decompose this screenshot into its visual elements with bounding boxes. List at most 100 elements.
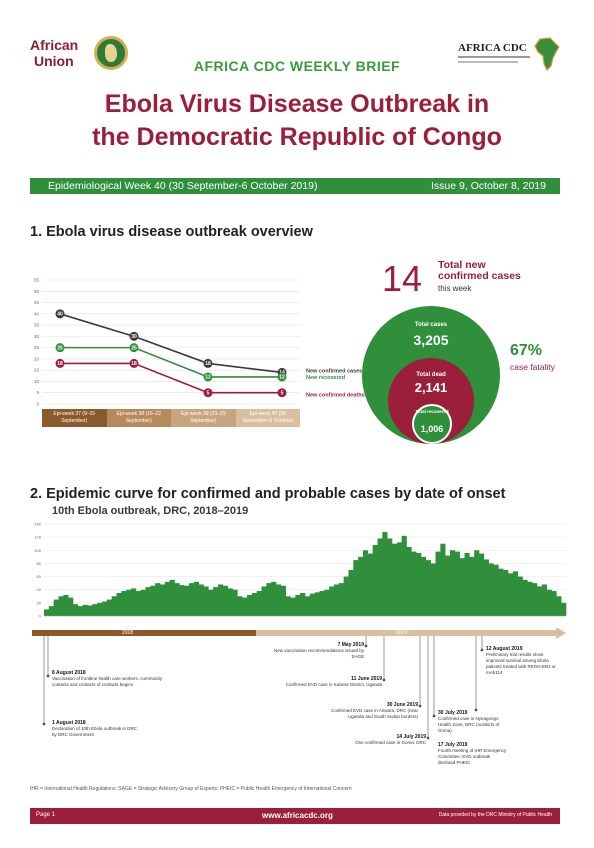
total-recovered-label: Total recovered — [415, 409, 449, 414]
week-label: Epi-week 37 (9–15 September) — [42, 409, 107, 427]
epi-bar — [537, 586, 543, 616]
data-point — [277, 372, 287, 382]
epi-bar — [208, 589, 214, 616]
epi-bar — [454, 551, 460, 616]
event-11-june-2019: 11 June 2019 Confirmed EVD case in Kasese… — [285, 676, 382, 687]
epi-bar — [111, 596, 117, 616]
epi-bar — [266, 583, 272, 616]
data-label: 18 — [131, 361, 137, 367]
event-14-july-2019: 14 July 2019 One confirmed case in Goma, … — [355, 734, 426, 745]
data-label: 30 — [131, 334, 137, 340]
page-title: Ebola Virus Disease Outbreak in the Demo… — [0, 88, 594, 154]
epi-bar — [218, 584, 224, 616]
y-tick-label: 0 — [36, 402, 39, 407]
epi-bar — [251, 593, 257, 616]
epi-bar — [421, 556, 427, 616]
epi-bar — [459, 558, 465, 616]
epi-bar — [503, 570, 509, 616]
epi-bar — [68, 597, 74, 616]
epi-bar — [256, 591, 262, 616]
epi-bar — [242, 597, 248, 616]
epi-bar — [227, 588, 233, 616]
epi-bar — [290, 597, 296, 616]
y-tick-label: 60 — [37, 574, 42, 579]
epi-bar — [367, 553, 373, 616]
epi-bar — [198, 584, 204, 616]
epi-bar — [401, 535, 407, 616]
epi-bar — [508, 573, 514, 616]
issue-banner: Epidemiological Week 40 (30 September-6 … — [30, 178, 560, 194]
epi-bar — [512, 571, 518, 616]
epi-bar — [276, 584, 282, 616]
data-point — [203, 372, 213, 382]
epi-bar — [396, 542, 402, 616]
data-point — [203, 388, 213, 398]
data-label: 25 — [131, 345, 137, 351]
epi-bar — [435, 551, 441, 616]
epi-bar — [382, 531, 388, 616]
event-1-aug-2018: 1 August 2018 Declaration of 10th Ebola o… — [52, 720, 138, 737]
epi-bar — [261, 586, 267, 616]
data-point — [55, 343, 65, 353]
event-12-aug-2019: 12 August 2019 Preliminary trial results … — [486, 646, 556, 675]
y-tick-label: 45 — [34, 300, 40, 305]
event-30-july-2019: 30 July 2019 Confirmed case in Nyiragongo… — [438, 710, 500, 733]
website-link[interactable]: www.africacdc.org — [262, 811, 333, 820]
epi-bar — [314, 592, 320, 616]
legend-entry: New recovered — [306, 375, 345, 381]
total-dead-label: Total dead — [416, 372, 446, 378]
epi-bar — [348, 570, 354, 616]
africa-cdc-logo: AFRICA CDC — [452, 36, 564, 82]
epi-bar — [131, 588, 137, 616]
epidemic-curve-svg: 0 20 40 60 80 100 120 140 — [34, 522, 567, 619]
series-line — [60, 346, 282, 378]
epi-bar — [164, 581, 170, 616]
series-line — [60, 362, 282, 394]
epi-bar — [517, 576, 523, 616]
epi-bar — [203, 586, 209, 616]
epi-bar — [488, 563, 494, 616]
y-tick-label: 20 — [34, 356, 40, 361]
epi-bar — [411, 551, 417, 616]
epi-bar — [150, 585, 156, 616]
new-confirmed-label: Total new confirmed cases — [438, 259, 521, 282]
weekly-trend-chart: 051015202530354045505540301814New confir… — [30, 262, 370, 432]
au-logo-text-2: Union — [34, 53, 74, 69]
epi-bar — [445, 555, 451, 616]
data-point — [277, 388, 287, 398]
data-point — [55, 309, 65, 319]
african-union-logo: African Union — [30, 36, 140, 78]
epi-bar — [295, 594, 301, 616]
y-tick-label: 55 — [34, 278, 40, 283]
epi-bar — [179, 585, 185, 616]
y-tick-label: 40 — [37, 587, 42, 592]
epi-bar — [474, 550, 480, 616]
y-tick-label: 20 — [37, 600, 42, 605]
epi-bar — [121, 591, 127, 616]
epi-bar — [358, 556, 364, 616]
epi-bar — [247, 594, 253, 616]
epi-bar — [406, 547, 412, 616]
epi-bar — [87, 605, 93, 616]
section-2-heading: 2. Epidemic curve for confirmed and prob… — [30, 486, 506, 502]
data-point — [129, 343, 139, 353]
epi-bar — [135, 591, 141, 616]
stats-panel: 14 Total new confirmed cases this week T… — [360, 256, 590, 466]
footer: Page 1 www.africacdc.org Data provided b… — [30, 808, 560, 824]
data-point — [129, 331, 139, 341]
legend-entry: New confirmed cases — [306, 368, 362, 374]
epi-bar — [464, 552, 470, 616]
title-line-1: Ebola Virus Disease Outbreak in — [104, 90, 490, 118]
epi-bar — [58, 596, 64, 616]
epi-bar — [82, 604, 88, 616]
epi-bar — [469, 556, 475, 616]
epi-bar — [532, 583, 538, 616]
epi-bar — [145, 587, 151, 616]
data-source: Data provided by the DRC Ministry of Pub… — [438, 812, 552, 818]
epi-bar — [97, 602, 103, 616]
epi-bar — [430, 563, 436, 616]
epi-bar — [556, 596, 562, 616]
event-30-june-2019: 30 June 2019 Confirmed EVD case in Ariwar… — [330, 702, 418, 719]
event-7-may-2019: 7 May 2019 New vaccination recommendation… — [273, 642, 364, 659]
epi-bar — [561, 602, 567, 616]
